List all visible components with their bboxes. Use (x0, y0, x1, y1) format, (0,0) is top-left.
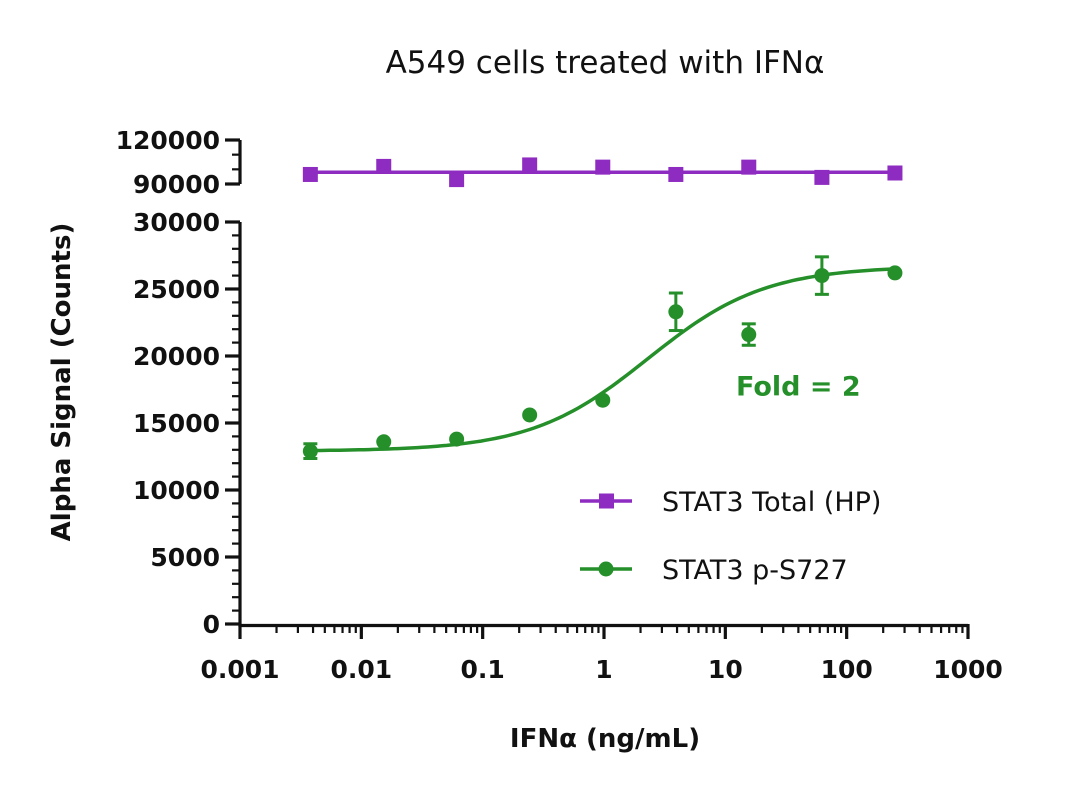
axes: 0.001 0.01 0.1 1 10 100 1000050001000015000200… (116, 126, 1003, 684)
data-point (887, 265, 903, 281)
data-point (668, 304, 684, 320)
series-layer (302, 157, 903, 461)
x-tick-label: 0.01 (330, 655, 392, 684)
x-axis-label: IFNα (ng/mL) (510, 724, 700, 754)
y-tick-label: 25000 (133, 275, 220, 304)
data-point (376, 158, 392, 174)
y-tick-label: 15000 (133, 409, 220, 438)
legend-label: STAT3 p-S727 (662, 555, 848, 586)
chart-title: A549 cells treated with IFNα (386, 45, 825, 81)
data-point (814, 268, 830, 284)
y-axis-label: Alpha Signal (Counts) (47, 223, 77, 542)
data-point (668, 166, 684, 182)
data-point (449, 431, 465, 447)
y-tick-label: 20000 (133, 342, 220, 371)
legend-item-1: STAT3 Total (HP) (580, 487, 881, 518)
y-tick-label: 10000 (133, 476, 220, 505)
data-point (741, 327, 757, 343)
x-tick-label: 1 (595, 655, 612, 684)
x-tick-label: 10 (708, 655, 743, 684)
data-point (595, 159, 611, 175)
legend: STAT3 Total (HP) STAT3 p-S727 (580, 487, 881, 586)
data-point (741, 159, 757, 175)
legend-marker (599, 493, 614, 509)
y-tick-label: 120000 (116, 126, 220, 155)
legend-label: STAT3 Total (HP) (662, 487, 881, 518)
y-tick-label: 5000 (150, 543, 220, 572)
data-point (522, 407, 538, 423)
y-tick-label: 30000 (133, 208, 220, 237)
data-point (376, 434, 392, 450)
data-point (302, 443, 318, 459)
fold-annotation: Fold = 2 (736, 371, 861, 402)
series-1 (302, 157, 903, 188)
data-point (887, 165, 903, 181)
y-tick-label: 90000 (133, 170, 220, 199)
data-point (449, 172, 465, 188)
data-point (595, 392, 611, 408)
data-point (814, 169, 830, 185)
legend-marker (598, 561, 614, 577)
legend-item-2: STAT3 p-S727 (580, 555, 848, 586)
series-2 (302, 255, 903, 461)
y-tick-label: 0 (203, 610, 220, 639)
annotation-layer: Fold = 2 (736, 371, 861, 402)
x-tick-label: 100 (821, 655, 873, 684)
data-point (302, 166, 318, 182)
fit-curve (310, 267, 896, 453)
x-tick-label: 0.1 (461, 655, 505, 684)
data-point (522, 157, 538, 173)
x-tick-label: 0.001 (200, 655, 279, 684)
x-tick-label: 1000 (933, 655, 1003, 684)
